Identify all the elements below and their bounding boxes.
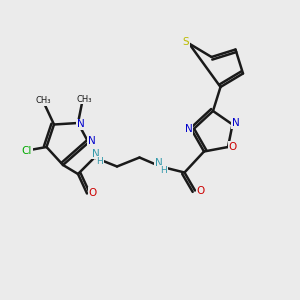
Text: N: N bbox=[77, 119, 85, 130]
Text: N: N bbox=[88, 136, 96, 146]
Text: O: O bbox=[88, 188, 97, 198]
Text: H: H bbox=[97, 157, 103, 166]
Text: O: O bbox=[196, 185, 205, 196]
Text: H: H bbox=[160, 166, 167, 175]
Text: N: N bbox=[155, 158, 163, 168]
Text: S: S bbox=[183, 37, 189, 47]
Text: N: N bbox=[92, 148, 100, 159]
Text: CH₃: CH₃ bbox=[36, 96, 51, 105]
Text: CH₃: CH₃ bbox=[76, 94, 92, 103]
Text: N: N bbox=[232, 118, 240, 128]
Text: N: N bbox=[184, 124, 192, 134]
Text: Cl: Cl bbox=[22, 146, 32, 156]
Text: O: O bbox=[228, 142, 237, 152]
